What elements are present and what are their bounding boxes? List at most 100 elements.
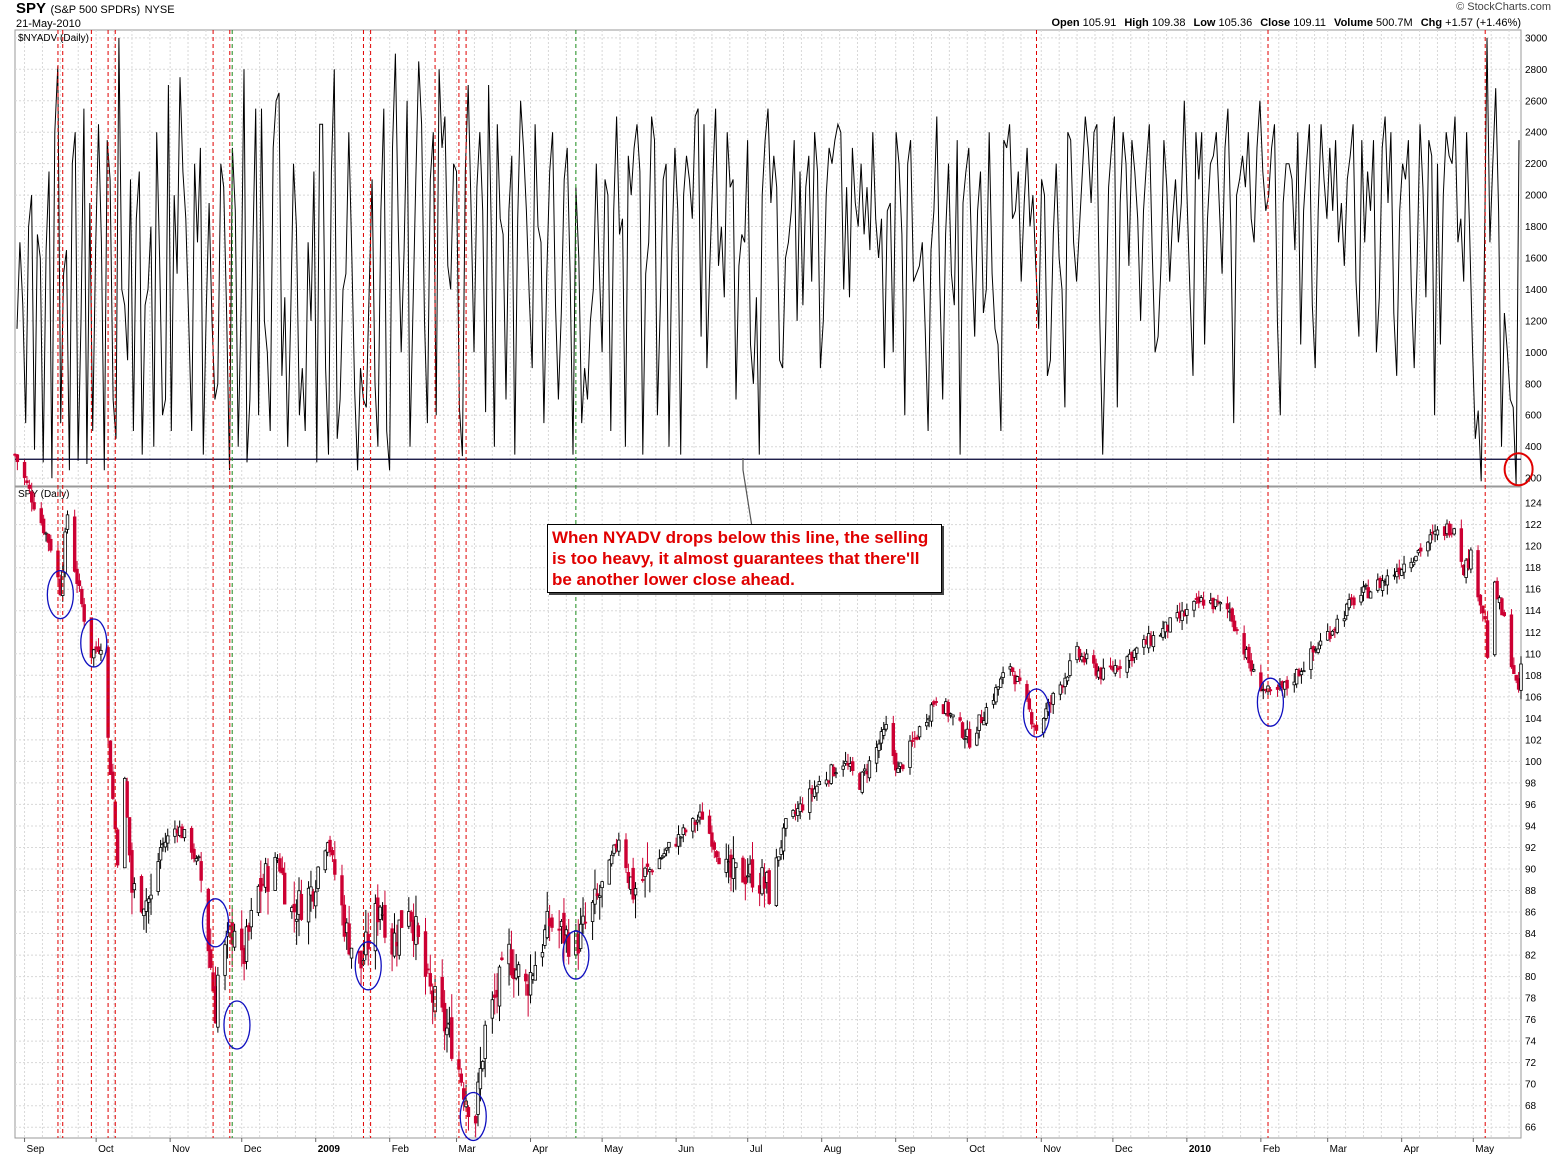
y-tick-indicator: 1200 [1525, 316, 1548, 327]
y-tick-price: 100 [1525, 757, 1542, 768]
y-tick-price: 118 [1525, 563, 1541, 574]
highlight-ellipse [1256, 677, 1285, 727]
candle-up [1044, 708, 1048, 719]
candle-down [77, 580, 82, 587]
candle-up [963, 738, 967, 740]
y-tick-price: 108 [1525, 671, 1542, 682]
y-tick-indicator: 2600 [1525, 96, 1548, 107]
candle-up [1399, 569, 1404, 576]
candle-down [278, 858, 282, 872]
candle-up [63, 531, 67, 573]
candle-down [1268, 689, 1273, 692]
candle-down [910, 740, 915, 742]
candle-up [533, 964, 537, 981]
candle-up [664, 847, 669, 851]
x-tick-label-aug: Aug [824, 1144, 842, 1155]
x-tick-label-feb: Feb [392, 1144, 410, 1155]
candle-up [1402, 563, 1406, 573]
grid-lines [15, 30, 1521, 1138]
candle-up [540, 952, 545, 958]
candle-up [528, 971, 533, 996]
highlight-ellipse [1022, 688, 1051, 738]
candle-down [1419, 547, 1423, 552]
candle-down [342, 904, 347, 937]
candle-up [617, 839, 621, 852]
candle-up [1316, 648, 1320, 653]
candle-up [660, 856, 664, 859]
x-tick-label-feb: Feb [1263, 1144, 1281, 1155]
candle-down [192, 848, 196, 859]
candle-down [1459, 528, 1464, 562]
y-tick-indicator: 600 [1525, 411, 1542, 422]
candle-up [1213, 599, 1218, 608]
candle-down [330, 849, 335, 856]
candle-down [340, 875, 344, 906]
candle-up [1135, 647, 1139, 654]
candle-up [1347, 599, 1351, 609]
candle-up [1416, 550, 1421, 554]
candle-down [1247, 646, 1251, 664]
candle-up [294, 918, 299, 922]
candle-up [734, 862, 738, 869]
candle-down [15, 454, 20, 463]
candle-down [41, 518, 46, 534]
candle-up [1168, 617, 1172, 633]
stat-label: Close [1260, 17, 1291, 29]
y-tick-price: 98 [1525, 778, 1537, 789]
candle-down [39, 508, 43, 524]
candle-up [908, 740, 912, 768]
candle-up [1361, 586, 1366, 593]
candle-up [581, 915, 585, 925]
candle-down [1275, 686, 1280, 690]
candle-down [1500, 598, 1504, 616]
x-tick-label-2009: 2009 [318, 1144, 341, 1155]
candle-down [399, 910, 404, 928]
candle-up [600, 881, 604, 889]
stat-value: 500.7M [1372, 17, 1413, 29]
candle-down [595, 893, 600, 897]
candle-up [1411, 561, 1416, 566]
x-tick-label-dec: Dec [1115, 1144, 1133, 1155]
y-tick-price: 90 [1525, 864, 1537, 875]
candle-up [232, 930, 237, 948]
candle-up [1101, 667, 1106, 680]
y-tick-price: 122 [1525, 520, 1542, 531]
candles [13, 453, 1523, 1138]
candle-up [323, 850, 327, 871]
candle-down [359, 950, 363, 969]
candle-up [929, 704, 934, 722]
candle-up [1192, 600, 1196, 611]
candle-up [975, 732, 979, 746]
x-tick-label-oct: Oct [98, 1144, 114, 1155]
candle-up [951, 714, 955, 718]
candle-down [1010, 667, 1015, 673]
x-tick-label-sep: Sep [898, 1144, 916, 1155]
candle-down [1485, 620, 1490, 658]
candle-up [1426, 541, 1430, 552]
x-tick-label-apr: Apr [1404, 1144, 1420, 1155]
candle-down [583, 921, 588, 924]
candle-down [645, 863, 650, 867]
candle-up [877, 743, 881, 751]
highlight-ellipse [223, 1000, 251, 1050]
candle-down [299, 893, 304, 920]
candle-up [1151, 635, 1156, 648]
candle-up [478, 1068, 483, 1090]
candle-down [25, 480, 29, 483]
candle-up [1161, 628, 1165, 638]
candle-down [1235, 629, 1239, 631]
candle-up [808, 788, 812, 813]
candle-up [490, 999, 495, 1019]
candle-down [1216, 600, 1220, 603]
stat-value: 109.38 [1148, 17, 1186, 29]
candle-down [199, 861, 203, 881]
candle-down [700, 811, 705, 820]
candle-down [416, 925, 421, 937]
y-tick-price: 114 [1525, 606, 1541, 617]
candle-down [851, 761, 855, 771]
candle-up [316, 866, 320, 889]
candle-down [115, 829, 120, 866]
candle-down [125, 781, 129, 818]
candle-up [1299, 671, 1304, 676]
stat-value: 105.91 [1079, 17, 1117, 29]
